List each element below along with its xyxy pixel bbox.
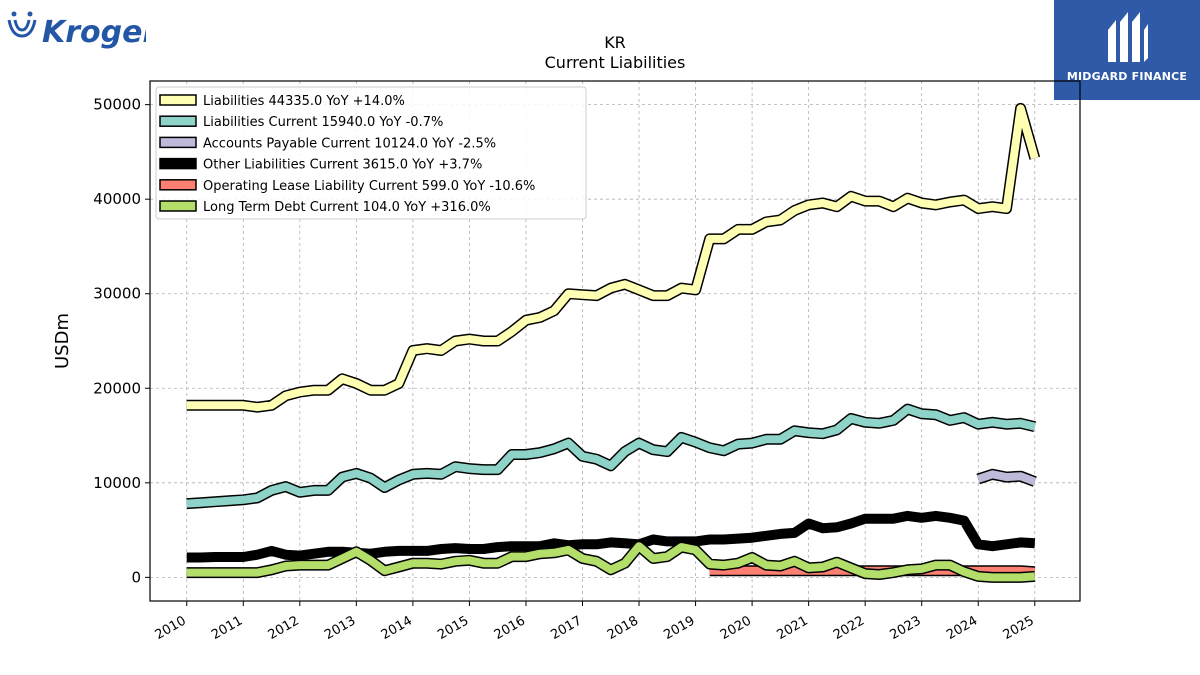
series-2-line <box>976 470 1037 486</box>
x-tick-label: 2021 <box>774 613 810 643</box>
x-tick-label: 2012 <box>266 613 302 643</box>
midgard-finance-logo: MIDGARD FINANCE <box>1054 0 1200 100</box>
legend-swatch <box>159 200 197 212</box>
series-layer <box>186 102 1041 583</box>
x-tick-label: 2010 <box>153 613 189 643</box>
legend-label: Liabilities 44335.0 YoY +14.0% <box>203 94 405 109</box>
x-tick-label: 2013 <box>322 613 358 643</box>
x-tick-label: 2024 <box>944 613 980 643</box>
x-tick-label: 2016 <box>492 613 528 643</box>
series-3-line <box>186 510 1036 563</box>
chart-subtitle: Current Liabilities <box>545 53 686 72</box>
y-tick-label: 0 <box>131 568 141 586</box>
midgard-logo-text: MIDGARD FINANCE <box>1066 70 1188 83</box>
kroger-logo-icon <box>7 11 37 38</box>
legend-swatch <box>159 136 197 149</box>
x-tick-label: 2014 <box>379 613 415 643</box>
x-tick-label: 2011 <box>209 613 245 643</box>
legend-swatch <box>159 157 197 170</box>
x-tick-label: 2018 <box>605 613 641 643</box>
legend-label: Long Term Debt Current 104.0 YoY +316.0% <box>203 200 491 215</box>
legend-label: Accounts Payable Current 10124.0 YoY -2.… <box>203 136 496 151</box>
series-1-line <box>186 405 1036 508</box>
y-tick-label: 10000 <box>93 474 141 492</box>
midgard-logo-icon <box>1108 12 1148 62</box>
plot-frame <box>149 80 1081 602</box>
legend-swatch <box>159 94 197 106</box>
x-tick-label: 2019 <box>661 613 697 643</box>
series-5-line <box>186 542 1036 582</box>
kroger-logo-text: Kroger <box>42 15 146 50</box>
x-tick-label: 2015 <box>435 613 471 643</box>
y-tick-label: 40000 <box>93 190 141 208</box>
x-tick-label: 2025 <box>1001 613 1037 643</box>
chart-title: KR <box>604 33 626 52</box>
legend-swatch <box>159 115 197 127</box>
y-axis-label: USDm <box>52 313 73 369</box>
legend-swatch <box>159 179 197 191</box>
y-tick-label: 30000 <box>93 285 141 303</box>
legend: Liabilities 44335.0 YoY +14.0% Liabilitie… <box>155 86 587 220</box>
x-tick-label: 2022 <box>831 613 867 643</box>
x-tick-label: 2020 <box>718 613 754 643</box>
y-tick-label: 20000 <box>93 379 141 397</box>
legend-box <box>155 86 587 220</box>
legend-label: Other Liabilities Current 3615.0 YoY +3.… <box>203 158 482 173</box>
legend-label: Operating Lease Liability Current 599.0 … <box>203 179 535 194</box>
kroger-logo: Kroger <box>6 4 159 56</box>
x-tick-label: 2017 <box>548 613 584 643</box>
y-tick-label: 50000 <box>93 96 141 114</box>
x-tick-label: 2023 <box>888 613 924 643</box>
legend-label: Liabilities Current 15940.0 YoY -0.7% <box>203 115 443 130</box>
series-0-line <box>186 104 1039 412</box>
